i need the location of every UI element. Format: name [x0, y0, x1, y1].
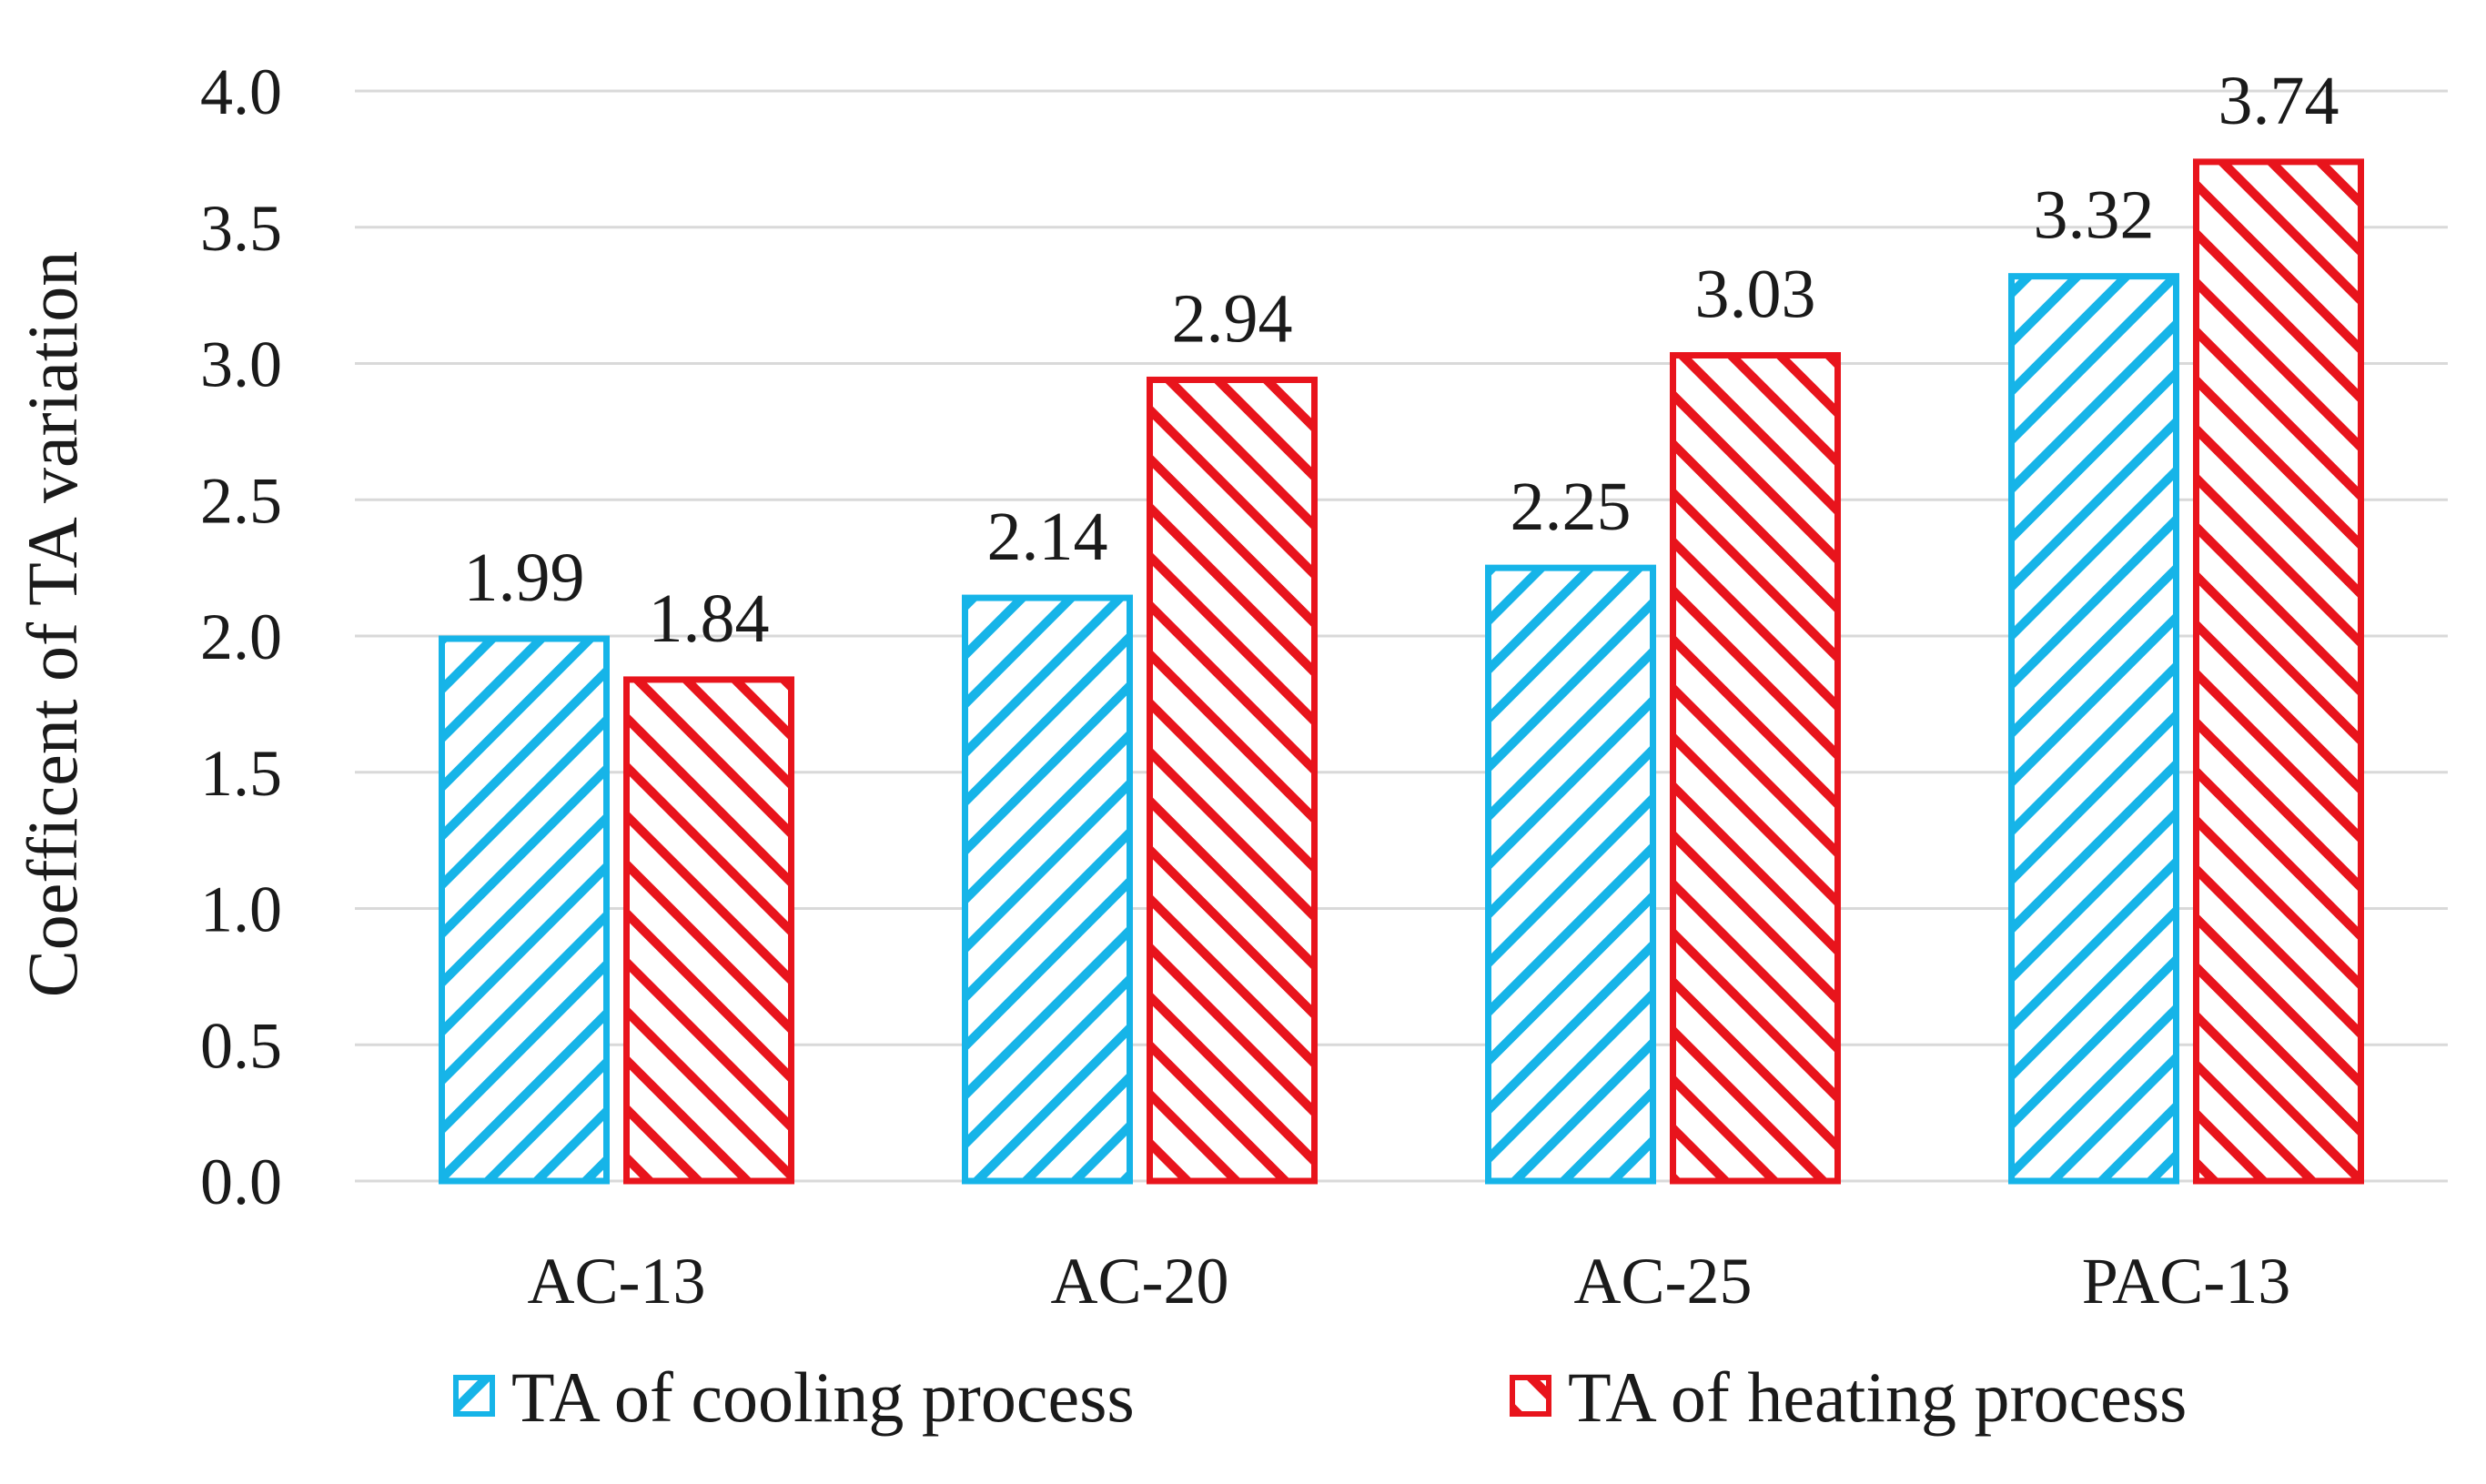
y-tick-label: 0.0 — [200, 1146, 282, 1218]
y-tick-label: 4.0 — [200, 56, 282, 128]
legend-swatch-cooling — [453, 1375, 495, 1417]
data-label-heating-ac-20: 2.94 — [1172, 280, 1293, 357]
data-labels: 1.99 1.84 2.14 2.94 2.25 3.03 3.32 3.74 — [464, 63, 2339, 657]
legend-item-cooling[interactable]: TA of cooling process — [453, 1358, 1135, 1437]
bar-heating-ac-25 — [1670, 352, 1841, 1185]
bar-cooling-ac-25 — [1485, 564, 1656, 1185]
data-label-cooling-ac-25: 2.25 — [1511, 469, 1632, 545]
legend-swatch-heating — [1510, 1375, 1551, 1417]
y-tick-label: 0.5 — [200, 1009, 282, 1082]
y-axis-ticks: 0.0 0.5 1.0 1.5 2.0 2.5 3.0 3.5 4.0 — [200, 56, 282, 1218]
data-label-cooling-ac-20: 2.14 — [987, 499, 1108, 575]
x-tick-label: AC-13 — [528, 1245, 706, 1317]
y-tick-label: 3.5 — [200, 192, 282, 265]
data-label-heating-ac-25: 3.03 — [1695, 257, 1816, 333]
bars — [439, 158, 2364, 1185]
x-tick-label: AC-25 — [1574, 1245, 1753, 1317]
legend[interactable]: TA of cooling process TA of heating proc… — [453, 1358, 2187, 1437]
data-label-heating-ac-13: 1.84 — [649, 580, 770, 657]
bar-cooling-ac-13 — [439, 635, 610, 1185]
y-tick-label: 2.0 — [200, 601, 282, 673]
bar-heating-pac-13 — [2193, 158, 2364, 1185]
legend-label-heating: TA of heating process — [1568, 1358, 2187, 1437]
data-label-heating-pac-13: 3.74 — [2218, 63, 2339, 139]
y-tick-label: 1.5 — [200, 737, 282, 810]
bar-heating-ac-20 — [1147, 376, 1318, 1185]
y-tick-label: 2.5 — [200, 464, 282, 537]
data-label-cooling-ac-13: 1.99 — [464, 540, 585, 616]
x-axis-ticks: AC-13 AC-20 AC-25 PAC-13 — [528, 1245, 2291, 1317]
x-tick-label: AC-20 — [1051, 1245, 1229, 1317]
x-tick-label: PAC-13 — [2082, 1245, 2290, 1317]
bar-heating-ac-13 — [623, 676, 794, 1185]
y-tick-label: 3.0 — [200, 328, 282, 401]
bar-cooling-ac-20 — [962, 594, 1133, 1185]
bar-cooling-pac-13 — [2008, 273, 2179, 1185]
y-tick-label: 1.0 — [200, 873, 282, 946]
data-label-cooling-pac-13: 3.32 — [2034, 177, 2155, 254]
legend-label-cooling: TA of cooling process — [511, 1358, 1135, 1437]
y-axis-title: Coefficent of TA variation — [13, 251, 92, 998]
legend-item-heating[interactable]: TA of heating process — [1510, 1358, 2187, 1437]
